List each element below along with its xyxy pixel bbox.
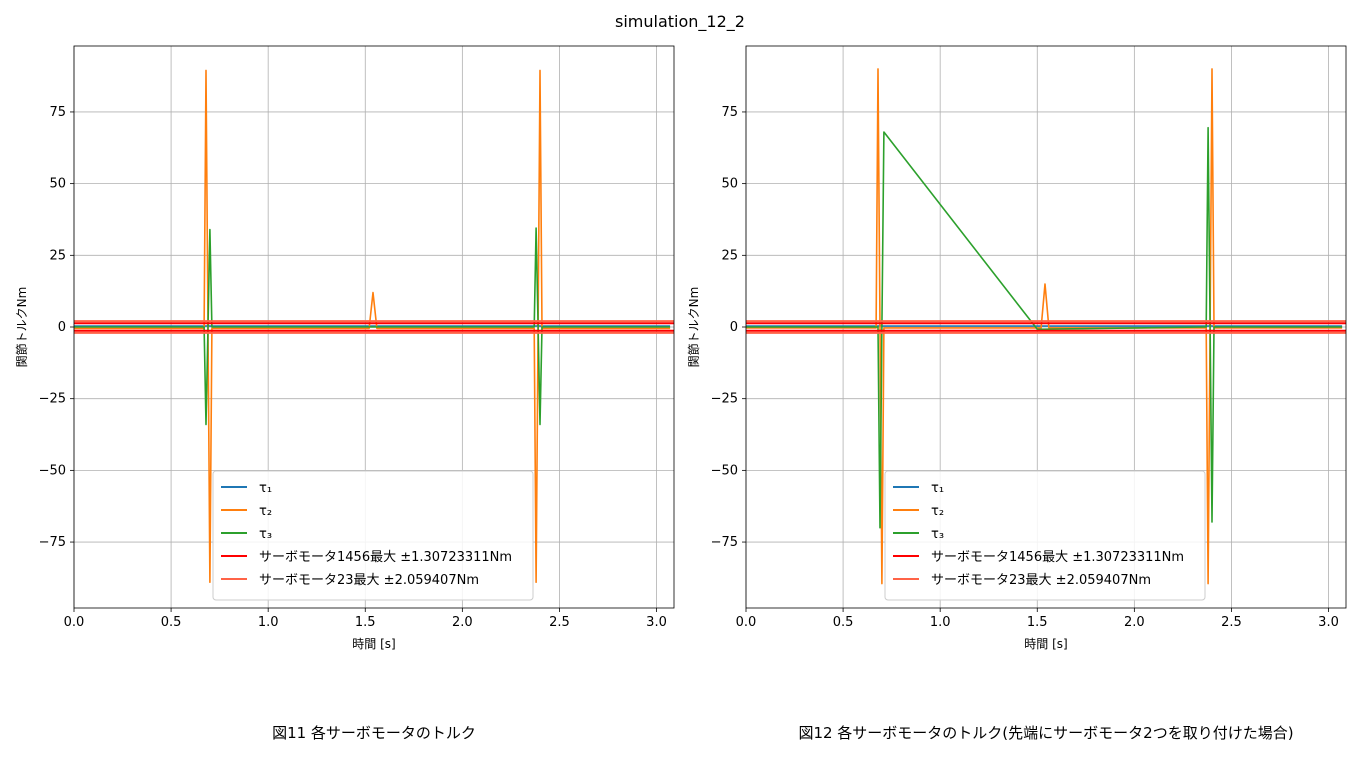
x-tick-label: 3.0: [646, 615, 667, 630]
x-tick-label: 3.0: [1318, 615, 1339, 630]
figure-title: simulation_12_2: [615, 12, 745, 31]
y-tick-label: 0: [730, 320, 738, 335]
y-tick-label: 0: [58, 320, 66, 335]
chart-2: 0.0 0.5 1.0 1.5 2.0 2.5 3.0 −75 −50 −25 0 25 50 75 時間 …: [686, 45, 1347, 651]
legend-entry-label: τ₃: [931, 527, 944, 542]
legend-entry-label: τ₁: [931, 481, 944, 496]
plot-area: [746, 68, 1346, 585]
x-tick-label: 1.5: [355, 615, 376, 630]
legend-box: [884, 470, 1206, 601]
x-tick-label: 2.0: [452, 615, 473, 630]
legend: τ₁ τ₂ τ₃ サーボモータ1456最大 ±1.30723311Nm サーボモータ23…: [884, 470, 1206, 601]
series-line-tau1: [746, 324, 1343, 327]
x-tick-label: 1.5: [1027, 615, 1048, 630]
caption-figure-12: 図12 各サーボモータのトルク(先端にサーボモータ2つを取り付けた場合): [798, 724, 1294, 742]
series-line-tau3: [74, 227, 671, 426]
legend-entry-label: τ₁: [259, 481, 272, 496]
legend-entry-label: τ₂: [259, 504, 272, 519]
x-tick-label: 0.0: [736, 615, 757, 630]
x-tick-label: 0.0: [64, 615, 85, 630]
chart-1: 0.0 0.5 1.0 1.5 2.0 2.5 3.0 −75 −50 −25 0 25 50 75 時間 …: [14, 45, 675, 651]
y-tick-label: −25: [711, 392, 738, 407]
x-tick-label: 0.5: [833, 615, 854, 630]
x-tick-label: 2.5: [1221, 615, 1242, 630]
series-line-tau1: [74, 324, 671, 327]
x-tick-label: 1.0: [930, 615, 951, 630]
legend-entry-label: サーボモータ23最大 ±2.059407Nm: [259, 573, 479, 588]
x-axis-label: 時間 [s]: [352, 637, 395, 651]
y-tick-label: 50: [721, 177, 738, 192]
y-tick-label: 75: [49, 105, 66, 120]
y-tick-label: −75: [711, 535, 738, 550]
x-tick-label: 2.5: [549, 615, 570, 630]
series-line-tau3: [746, 126, 1343, 529]
x-axis-label: 時間 [s]: [1024, 637, 1067, 651]
legend: τ₁ τ₂ τ₃ サーボモータ1456最大 ±1.30723311Nm サーボモータ23…: [212, 470, 534, 601]
legend-entry-label: サーボモータ23最大 ±2.059407Nm: [931, 573, 1151, 588]
legend-entry-label: サーボモータ1456最大 ±1.30723311Nm: [931, 550, 1184, 565]
y-tick-label: −75: [39, 535, 66, 550]
y-axis-label: 関節トルクNm: [686, 287, 701, 368]
y-tick-label: 75: [721, 105, 738, 120]
y-axis-label: 関節トルクNm: [14, 287, 29, 368]
x-tick-label: 1.0: [258, 615, 279, 630]
legend-entry-label: τ₃: [259, 527, 272, 542]
legend-box: [212, 470, 534, 601]
y-tick-label: −50: [39, 463, 66, 478]
y-tick-label: −25: [39, 392, 66, 407]
caption-figure-11: 図11 各サーボモータのトルク: [272, 724, 476, 742]
series-line-tau2: [746, 68, 1343, 585]
y-tick-label: 50: [49, 177, 66, 192]
y-tick-label: 25: [721, 248, 738, 263]
y-tick-label: 25: [49, 248, 66, 263]
legend-entry-label: サーボモータ1456最大 ±1.30723311Nm: [259, 550, 512, 565]
x-tick-label: 2.0: [1124, 615, 1145, 630]
series-line-tau2: [74, 69, 671, 584]
legend-entry-label: τ₂: [931, 504, 944, 519]
y-tick-label: −50: [711, 463, 738, 478]
plot-area: [74, 69, 674, 584]
x-tick-label: 0.5: [161, 615, 182, 630]
